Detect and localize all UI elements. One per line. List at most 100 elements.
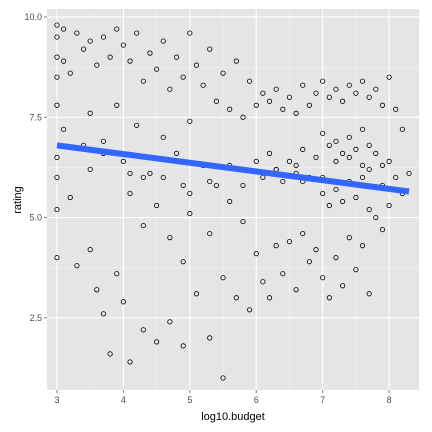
data-point — [266, 150, 273, 156]
data-point — [173, 150, 180, 156]
data-point — [54, 34, 60, 40]
data-point — [260, 279, 266, 285]
x-tick-label: 5 — [187, 395, 192, 405]
data-point — [266, 295, 273, 301]
data-point — [359, 174, 366, 181]
data-point — [366, 166, 372, 173]
data-point — [353, 267, 359, 273]
data-point — [127, 58, 133, 64]
y-tick-label: 10.0 — [24, 12, 42, 22]
data-point — [213, 98, 219, 104]
data-point — [193, 291, 200, 297]
data-point — [54, 255, 60, 261]
data-point — [253, 102, 259, 108]
trend-line — [56, 142, 410, 195]
data-point — [320, 190, 326, 197]
data-point — [233, 58, 239, 64]
data-point — [406, 170, 412, 177]
data-point — [240, 218, 246, 225]
data-point — [293, 110, 299, 116]
data-point — [114, 102, 120, 108]
data-point — [180, 343, 186, 349]
data-point — [320, 275, 326, 281]
data-point — [273, 243, 279, 249]
data-point — [346, 134, 352, 140]
data-point — [87, 38, 93, 44]
data-point — [293, 287, 299, 293]
data-point — [127, 359, 133, 365]
data-point — [306, 102, 312, 108]
data-point — [120, 158, 126, 164]
data-point — [120, 299, 126, 305]
data-point — [340, 198, 346, 205]
data-point — [346, 82, 352, 88]
data-point — [213, 182, 219, 189]
data-point — [366, 94, 372, 100]
trend-line-layer — [56, 142, 410, 195]
data-point — [346, 235, 352, 241]
data-point — [359, 78, 366, 84]
x-axis-title: log10.budget — [201, 411, 265, 423]
data-point — [67, 194, 73, 201]
data-point — [286, 94, 293, 100]
data-point — [326, 202, 332, 209]
data-point — [74, 263, 80, 269]
data-point — [87, 247, 93, 253]
data-point — [160, 134, 166, 140]
data-point — [54, 174, 60, 181]
data-point — [180, 182, 186, 189]
data-point — [54, 54, 60, 60]
data-point — [54, 154, 60, 160]
data-point — [187, 30, 193, 36]
x-tick-label: 4 — [121, 395, 126, 405]
data-point — [240, 182, 246, 189]
x-tick-label: 7 — [320, 395, 325, 405]
data-point — [94, 62, 100, 68]
data-point — [140, 174, 146, 181]
data-point — [386, 202, 392, 209]
data-point — [247, 78, 253, 84]
data-point — [147, 50, 153, 56]
data-point — [134, 122, 140, 128]
data-point — [114, 26, 120, 32]
data-point — [353, 146, 359, 152]
data-point — [359, 162, 366, 169]
data-point — [273, 86, 279, 92]
data-point — [247, 307, 253, 313]
data-point — [373, 150, 379, 156]
data-point — [193, 62, 200, 68]
data-point — [61, 58, 67, 64]
data-point — [253, 158, 259, 164]
data-point — [180, 259, 186, 265]
plot-panel — [47, 9, 419, 390]
data-point — [353, 90, 359, 96]
data-point — [326, 295, 332, 301]
data-point — [54, 22, 60, 28]
data-point — [220, 275, 226, 281]
data-point — [253, 251, 259, 257]
data-point — [154, 339, 160, 345]
data-point — [300, 82, 306, 88]
data-point — [333, 158, 339, 164]
data-point — [326, 142, 332, 148]
data-point — [340, 283, 346, 289]
data-point — [61, 26, 67, 32]
data-point — [140, 222, 146, 229]
data-point — [167, 86, 173, 92]
data-point — [140, 78, 146, 84]
data-point — [220, 70, 226, 76]
data-point — [100, 34, 107, 40]
x-tick-label: 8 — [387, 395, 392, 405]
x-tick-label: 6 — [254, 395, 259, 405]
data-point — [379, 162, 386, 169]
data-point — [399, 126, 405, 132]
data-point — [173, 54, 180, 60]
data-point — [320, 130, 326, 136]
data-point — [333, 86, 339, 92]
data-point — [180, 74, 186, 80]
data-point — [154, 202, 160, 209]
data-point — [366, 291, 372, 297]
data-point — [140, 327, 146, 333]
data-point — [379, 102, 386, 108]
